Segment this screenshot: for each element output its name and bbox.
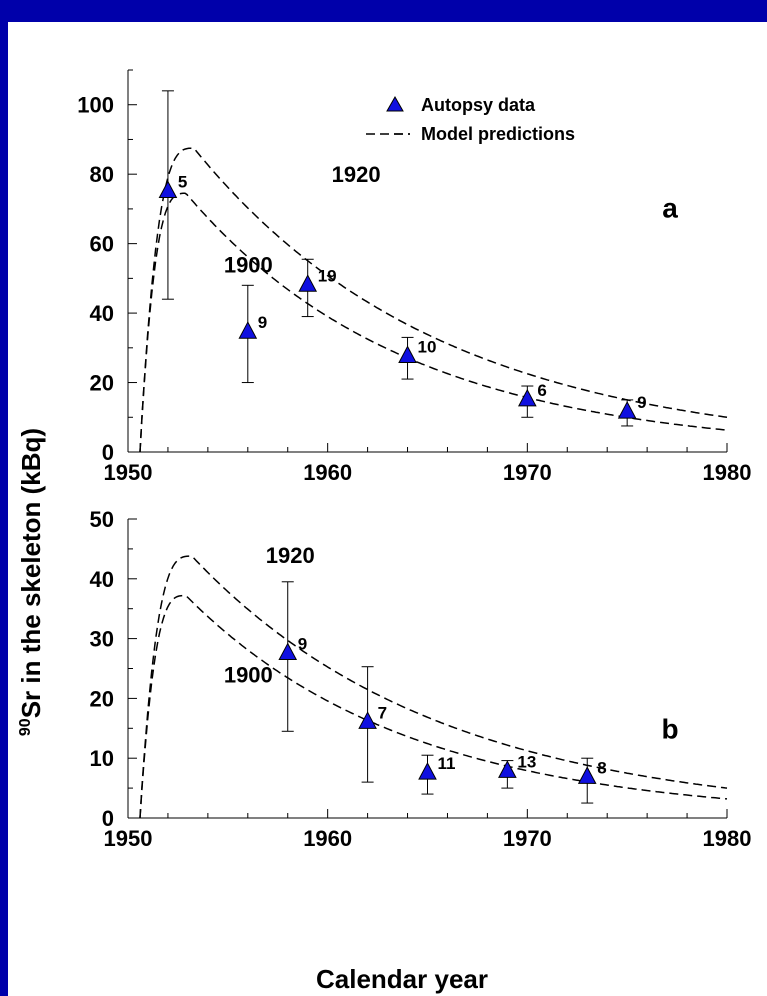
data-point-marker bbox=[238, 321, 258, 339]
model-curve-1920 bbox=[139, 555, 728, 819]
y-tick-label: 100 bbox=[77, 93, 114, 118]
panel-b: 0 10 20 30 40 50 1950 1960 1970 1980 1920 1900 9 7 11 1… bbox=[90, 507, 752, 851]
y-axis-title: 90Sr in the skeleton (kBq) bbox=[16, 428, 46, 736]
y-tick-label: 30 bbox=[90, 627, 114, 652]
panel-label: b bbox=[662, 713, 679, 744]
model-curve-1900 bbox=[139, 192, 728, 453]
data-point-marker bbox=[278, 642, 298, 661]
sample-count-label: 10 bbox=[418, 338, 437, 357]
data-point-marker bbox=[298, 274, 318, 292]
panel-a: 0 20 40 60 80 100 1950 1960 1970 1980 1920 1900 5 9 19… bbox=[77, 69, 752, 485]
sample-count-label: 11 bbox=[438, 754, 456, 773]
data-point-marker bbox=[418, 762, 437, 780]
sample-count-label: 9 bbox=[258, 313, 267, 332]
data-point-marker bbox=[617, 400, 637, 419]
curve-label-1900: 1900 bbox=[224, 252, 273, 277]
curve-label-1900: 1900 bbox=[224, 662, 273, 687]
legend-marker-label: Autopsy data bbox=[421, 95, 536, 115]
data-point-marker bbox=[398, 345, 417, 363]
y-tick-label: 80 bbox=[90, 162, 114, 187]
data-point-marker bbox=[498, 760, 517, 778]
sample-count-label: 19 bbox=[318, 266, 337, 285]
curve-label-1920: 1920 bbox=[266, 543, 315, 568]
x-tick-label: 1960 bbox=[303, 826, 352, 851]
legend-marker-icon bbox=[386, 95, 404, 112]
x-tick-label: 1970 bbox=[503, 826, 552, 851]
chart-panel: 0 20 40 60 80 100 1950 1960 1970 1980 1920 1900 5 9 19… bbox=[8, 22, 767, 996]
y-tick-label: 40 bbox=[90, 567, 114, 592]
sample-count-label: 9 bbox=[298, 635, 307, 654]
legend-line-label: Model predictions bbox=[421, 124, 575, 144]
sample-count-label: 6 bbox=[537, 381, 546, 400]
x-tick-label: 1980 bbox=[703, 460, 752, 485]
data-point-marker bbox=[358, 711, 377, 729]
model-curve-1900 bbox=[139, 594, 728, 819]
data-point-marker bbox=[158, 180, 178, 199]
x-tick-label: 1970 bbox=[503, 460, 552, 485]
data-point-marker bbox=[577, 766, 597, 784]
y-tick-label: 10 bbox=[90, 746, 114, 771]
sample-count-label: 8 bbox=[597, 758, 606, 777]
x-tick-label: 1960 bbox=[303, 460, 352, 485]
y-tick-label: 20 bbox=[90, 686, 114, 711]
x-tick-label: 1980 bbox=[703, 826, 752, 851]
x-axis-title: Calendar year bbox=[316, 964, 488, 994]
y-tick-label: 0 bbox=[102, 806, 114, 831]
data-point-marker bbox=[518, 388, 537, 407]
x-tick-label: 1950 bbox=[104, 460, 153, 485]
sample-count-label: 7 bbox=[378, 703, 387, 722]
y-tick-label: 60 bbox=[90, 232, 114, 257]
panel-label: a bbox=[662, 193, 678, 224]
sample-count-label: 5 bbox=[178, 173, 187, 192]
y-tick-label: 0 bbox=[102, 440, 114, 465]
y-axis-title-main: Sr in the skeleton (kBq) bbox=[16, 428, 46, 718]
y-tick-label: 50 bbox=[90, 507, 114, 532]
curve-label-1920: 1920 bbox=[332, 162, 381, 187]
y-tick-label: 40 bbox=[90, 301, 114, 326]
sample-count-label: 9 bbox=[637, 393, 646, 412]
y-axis-title-superscript: 90 bbox=[17, 718, 34, 736]
sample-count-label: 13 bbox=[517, 752, 536, 771]
y-tick-label: 20 bbox=[90, 371, 114, 396]
x-tick-label: 1950 bbox=[104, 826, 153, 851]
legend: Autopsy data Model predictions bbox=[366, 95, 575, 144]
